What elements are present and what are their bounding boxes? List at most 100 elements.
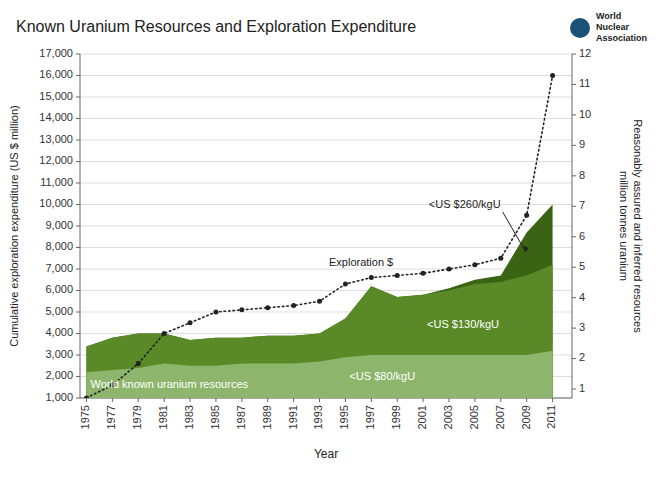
y2-tick [572,297,576,298]
grid-line [80,140,572,141]
y-tick [76,269,80,270]
annotation-arrow [503,212,526,252]
y2-tick-label: 8 [579,169,585,181]
y-tick-label: 6,000 [45,283,73,295]
marker [550,73,555,78]
area [86,265,552,398]
grid-line [80,54,572,55]
marker [162,331,167,336]
y-axis-label: Cumulative exploration expenditure (US $… [8,105,20,347]
x-tick [164,398,165,402]
y2-axis-label: Reasonably assured and inferred resource… [618,119,644,333]
x-tick [345,398,346,402]
x-tick [241,398,242,402]
x-tick [449,398,450,402]
x-tick [423,398,424,402]
title: Known Uranium Resources and Exploration … [16,18,416,35]
y-tick [76,97,80,98]
y-tick-label: 15,000 [39,90,73,102]
y-tick-label: 13,000 [39,133,73,145]
x-tick-label: 2011 [545,405,557,429]
marker [472,262,477,267]
marker [213,310,218,315]
x-tick-label: 1987 [235,405,247,429]
marker [369,275,374,280]
y-tick-label: 3,000 [45,348,73,360]
x-axis-label: Year [314,447,338,461]
marker [524,213,529,218]
x-tick-label: 1981 [157,405,169,429]
x-tick [215,398,216,402]
marker [239,307,244,312]
x-tick [319,398,320,402]
grid-line [80,118,572,119]
y-tick [76,398,80,399]
y2-tick [572,358,576,359]
y-tick [76,161,80,162]
annotation: World known uranium resources [90,378,248,390]
y-tick-label: 11,000 [40,176,73,188]
y-tick-label: 7,000 [45,262,73,274]
x-tick-label: 1989 [261,405,273,429]
y-tick-label: 17,000 [39,47,73,59]
logo-text: Association [596,33,647,43]
y2-tick [572,54,576,55]
x-tick [190,398,191,402]
y-tick-label: 8,000 [45,240,73,252]
y2-tick [572,114,576,115]
x-tick-label: 1975 [79,405,91,429]
y-tick-label: 1,000 [45,391,73,403]
x-tick-label: 2005 [468,405,480,429]
logo-text: Nuclear [596,22,630,32]
y-tick-label: 4,000 [45,326,73,338]
y2-tick [572,206,576,207]
marker [136,361,141,366]
y2-tick [572,267,576,268]
y-axis-line [80,54,81,398]
y2-tick [572,236,576,237]
y2-tick-label: 10 [579,108,591,120]
series-labels: <US $80/kgU<US $130/kgU<US $260/kgUExplo… [90,198,528,390]
marker [343,282,348,287]
y-tick-label: 2,000 [45,369,73,381]
y2-axis-label-line: Reasonably assured and inferred resource… [632,119,644,333]
x-tick [138,398,139,402]
grid-line [80,269,572,270]
x-tick-label: 1977 [105,405,117,429]
x-tick-label: 1999 [390,405,402,429]
grid-line [80,247,572,248]
y2-tick-label: 7 [579,199,585,211]
plot-area [84,73,555,398]
y2-tick-label: 4 [579,291,585,303]
y2-tick-label: 12 [579,47,591,59]
marker [265,305,270,310]
y2-tick-label: 9 [579,138,585,150]
x-tick [526,398,527,402]
y-tick-label: 16,000 [39,68,73,80]
annotation-arrowhead [523,245,529,252]
logo-globe [570,18,590,38]
y-tick [76,355,80,356]
y-tick [76,75,80,76]
marker [447,267,452,272]
x-tick-label: 1983 [183,405,195,429]
y2-tick-label: 11 [579,77,590,89]
grid-line [80,183,572,184]
x-tick [500,398,501,402]
y2-tick [572,175,576,176]
y-tick [76,376,80,377]
y-tick [76,140,80,141]
grid-line [80,226,572,227]
x-tick-label: 1985 [209,405,221,429]
x-tick [293,398,294,402]
x-tick-label: 1997 [364,405,376,429]
marker [498,256,503,261]
y-tick [76,333,80,334]
x-tick [371,398,372,402]
grid-line [80,75,572,76]
x-tick [552,398,553,402]
x-tick-label: 2009 [520,405,532,429]
marker [421,271,426,276]
y-tick [76,312,80,313]
y-tick-label: 9,000 [45,219,73,231]
